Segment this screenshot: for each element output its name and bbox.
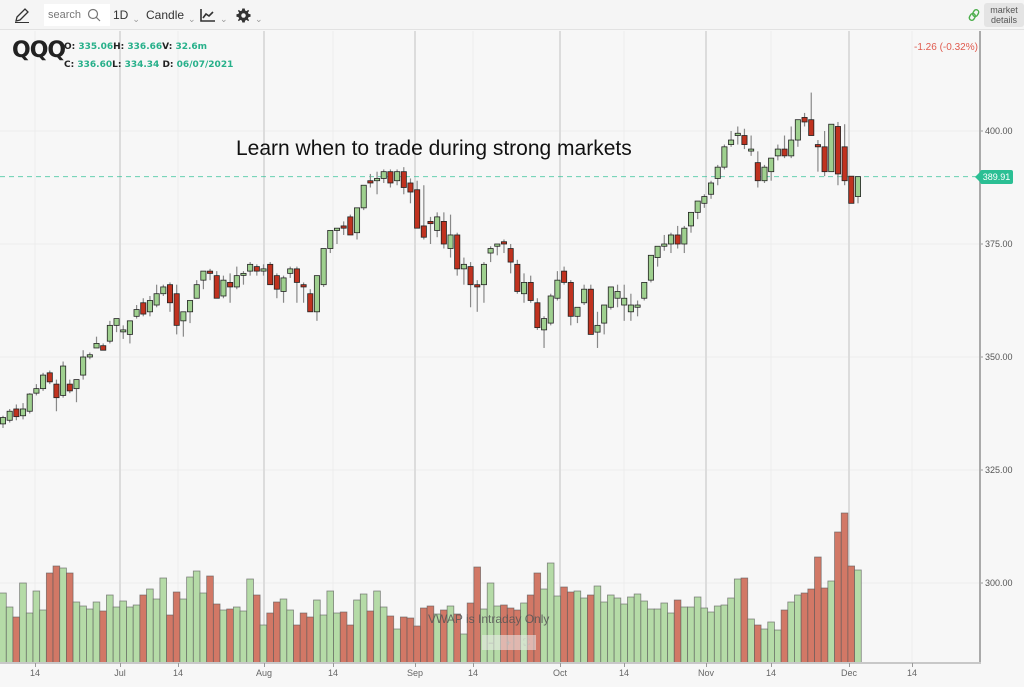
open-label: O: [64, 42, 76, 52]
chart-type-dropdown[interactable]: Candle ⌄ [146, 0, 196, 30]
zoom-out-button[interactable]: − [488, 637, 494, 648]
low-value: 334.34 [124, 60, 160, 70]
chart-type-value: Candle [146, 8, 185, 22]
draw-tool-button[interactable] [13, 0, 31, 30]
line-chart-icon [200, 9, 215, 22]
open-value: 335.06 [78, 42, 114, 52]
search-input[interactable]: search [44, 4, 110, 26]
indicators-dropdown[interactable]: ⌄ [200, 0, 228, 30]
x-tick-mark [912, 663, 913, 667]
x-tick-mark [333, 663, 334, 667]
x-tick-label: Jul [114, 668, 126, 678]
x-tick-label: 14 [327, 668, 339, 678]
x-tick-mark [473, 663, 474, 667]
market-details-label-2: details [990, 15, 1017, 25]
toolbar: search 1D ⌄ Candle ⌄ ⌄ ⌄ [0, 0, 1024, 30]
price-change: -1.26 (-0.32%) [914, 42, 978, 53]
x-tick-label: Oct [552, 668, 568, 678]
x-tick-mark [624, 663, 625, 667]
search-placeholder: search [48, 9, 82, 21]
close-value: 336.60 [77, 60, 113, 70]
date-label: D: [162, 60, 174, 70]
link-icon [968, 9, 980, 21]
x-tick-mark [415, 663, 416, 667]
chevron-down-icon: ⌄ [220, 13, 228, 24]
x-tick-mark [264, 663, 265, 667]
x-tick-mark [771, 663, 772, 667]
x-tick-mark [706, 663, 707, 667]
vwap-notice: VWAP is Intraday Only [428, 612, 550, 626]
x-tick-mark [560, 663, 561, 667]
x-tick-label: Sep [406, 668, 424, 678]
last-price-tag: 389.91 [975, 170, 1013, 184]
high-label: H: [113, 42, 125, 52]
x-tick-label: Nov [697, 668, 715, 678]
close-label: C: [64, 60, 75, 70]
zoom-in-button[interactable]: + [505, 637, 512, 648]
x-tick-label: 14 [467, 668, 479, 678]
x-tick-mark [35, 663, 36, 667]
y-tick-label: 375.00 [985, 239, 1013, 249]
interval-dropdown[interactable]: 1D ⌄ [113, 0, 140, 30]
x-tick-label: 14 [172, 668, 184, 678]
x-tick-label: 14 [906, 668, 918, 678]
y-tick-label: 300.00 [985, 578, 1013, 588]
x-tick-label: 14 [29, 668, 41, 678]
gear-icon [236, 7, 251, 23]
ticker-symbol: QQQ [12, 38, 66, 63]
settings-dropdown[interactable]: ⌄ [236, 0, 263, 30]
x-tick-mark [178, 663, 179, 667]
x-tick-mark [120, 663, 121, 667]
x-tick-label: 14 [618, 668, 630, 678]
volume-label: V: [162, 42, 173, 52]
y-tick-label: 325.00 [985, 465, 1013, 475]
search-icon [87, 8, 101, 22]
date-value: 06/07/2021 [176, 60, 234, 70]
ohlc-row-1: O: 335.06H: 336.66V: 32.6m [64, 42, 207, 52]
chevron-down-icon: ⌄ [132, 13, 140, 24]
interval-value: 1D [113, 8, 129, 22]
time-axis-line [0, 662, 981, 664]
high-value: 336.66 [127, 42, 163, 52]
zoom-controls: − + ⛶ [482, 635, 536, 650]
price-axis-line [979, 31, 981, 663]
low-label: L: [112, 60, 122, 70]
x-tick-label: 14 [765, 668, 777, 678]
x-tick-label: Dec [840, 668, 858, 678]
market-details-button[interactable]: market details [984, 3, 1024, 27]
market-details-label: market [990, 5, 1018, 15]
x-tick-mark [849, 663, 850, 667]
y-tick-label: 350.00 [985, 352, 1013, 362]
fullscreen-button[interactable]: ⛶ [523, 637, 530, 647]
chevron-down-icon: ⌄ [188, 13, 196, 24]
volume-value: 32.6m [175, 42, 208, 52]
pencil-icon [15, 8, 29, 23]
y-tick-label: 400.00 [985, 126, 1013, 136]
chevron-down-icon: ⌄ [255, 13, 263, 24]
ohlc-row-2: C: 336.60L: 334.34 D: 06/07/2021 [64, 60, 233, 70]
chart-headline: Learn when to trade during strong market… [236, 137, 632, 160]
x-tick-label: Aug [255, 668, 273, 678]
link-button[interactable] [968, 0, 980, 30]
